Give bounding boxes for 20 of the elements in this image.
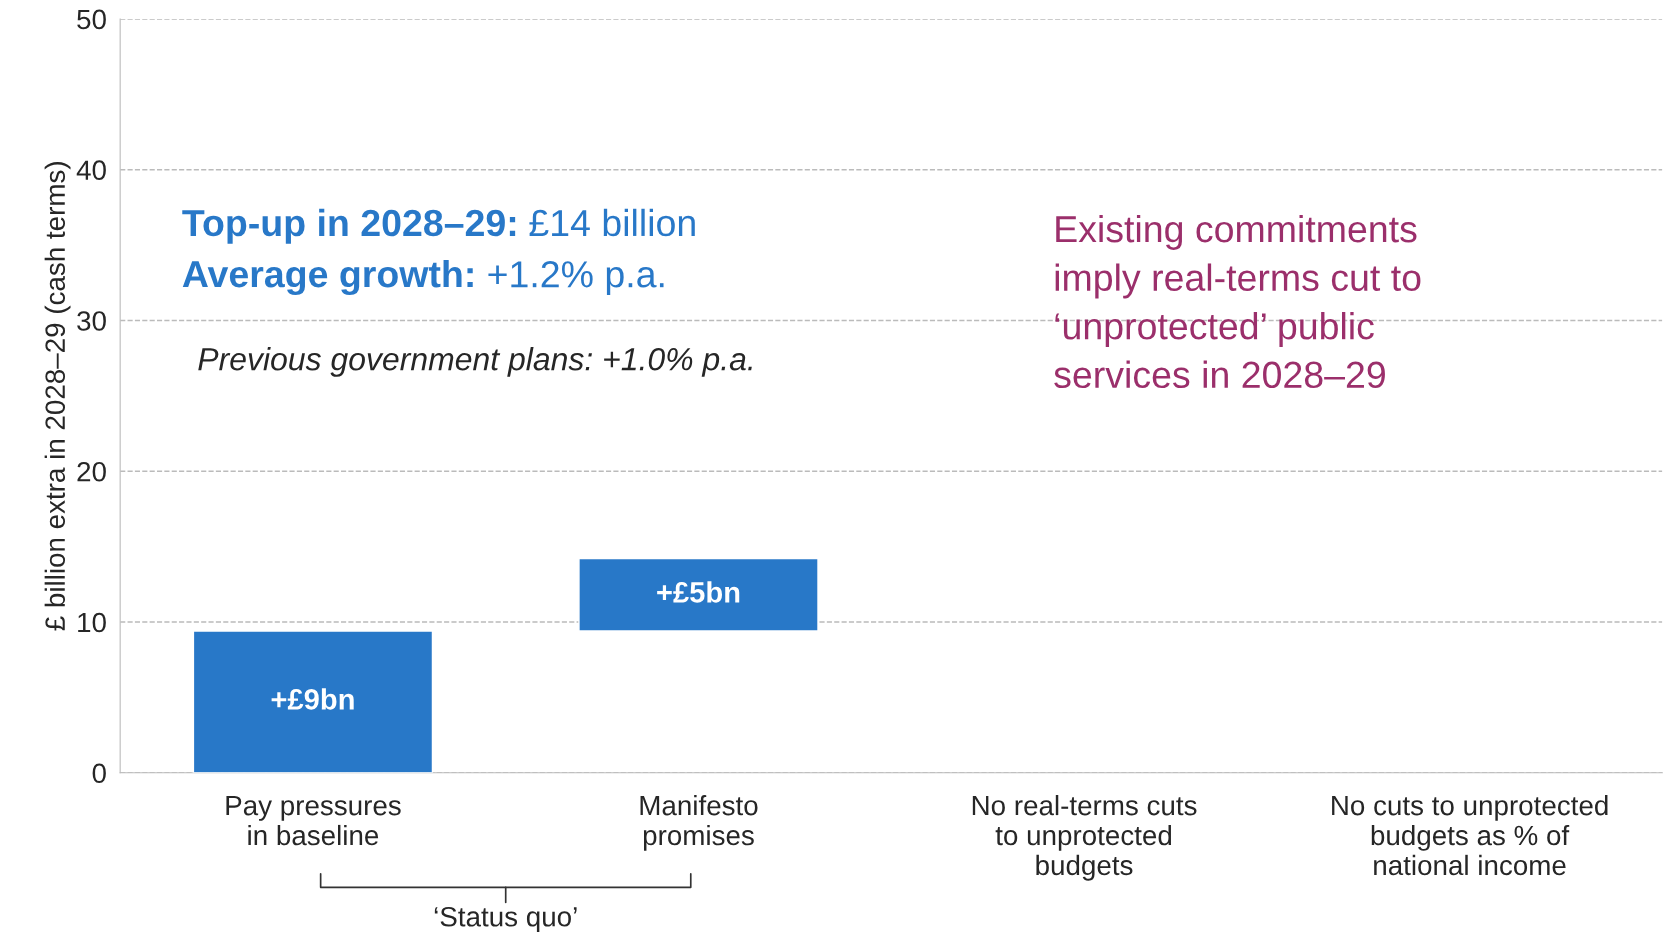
y-tick-label: 30 [77,311,106,331]
y-tick-label: 0 [92,763,106,784]
y-tick-label: 10 [78,612,106,633]
x-tick-label: Manifesto promises [640,794,758,851]
annotation: Top-up in 2028–29: [182,208,516,244]
x-tick-label: No real-terms cuts to unprotected budgets [972,794,1197,881]
data-label: +£9bn [271,688,354,710]
y-tick-label: 50 [77,9,106,30]
data-label: +£5bn [657,581,740,603]
y-tick-label: 20 [77,461,106,482]
annotation: Existing commitments imply real-terms cut to ‘unprotected’ public services in 2028–29 [1054,214,1421,389]
y-axis-title: £ billion extra in 2028–29 (cash terms) [44,162,71,631]
text: ‘Status quo’ [434,906,577,933]
annotation: Previous government plans: +1.0% p.a. [198,347,752,377]
x-tick-label: Pay pressures in baseline [226,795,401,846]
annotation: +1.2% p.a. [488,261,664,295]
annotation: £14 billion [529,208,695,237]
annotation: Average growth: [182,259,473,296]
x-tick-label: No cuts to unprotected budgets as % of national income [1332,794,1608,876]
y-tick-label: 40 [76,160,106,181]
